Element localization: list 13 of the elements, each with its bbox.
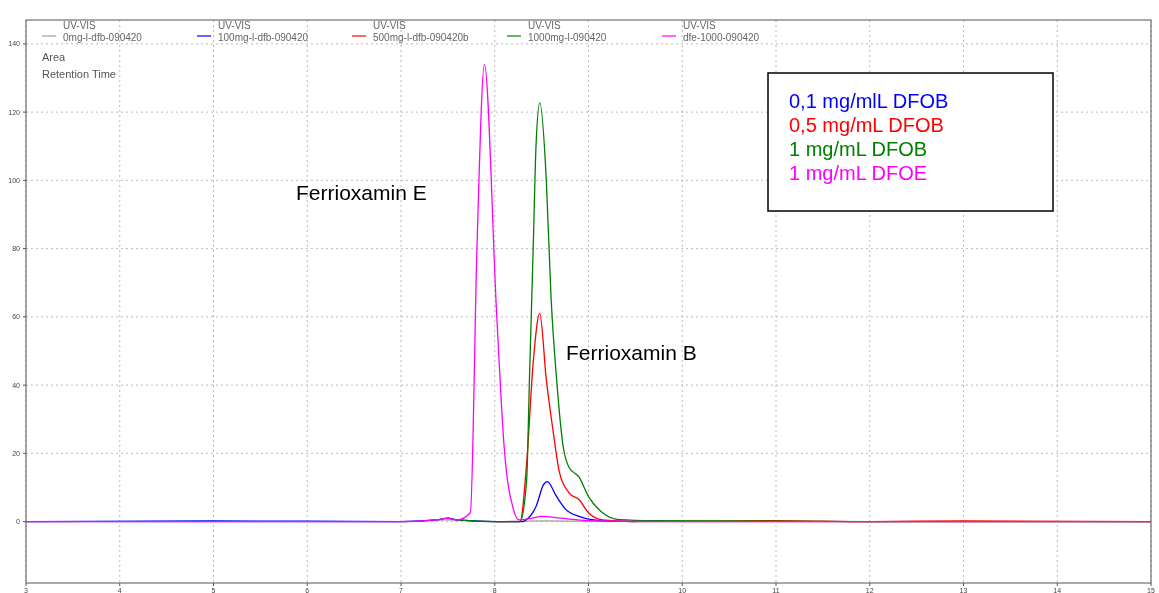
x-axis-title: Retention Time bbox=[42, 68, 116, 80]
legend-label: UV-VIS dfe-1000-090420 bbox=[683, 20, 760, 43]
legend-label: UV-VIS 1000mg-l-090420 bbox=[528, 20, 607, 43]
annotation: Ferrioxamin E bbox=[296, 181, 427, 204]
legend-label: UV-VIS 500mg-l-dfb-090420b bbox=[373, 20, 470, 43]
legend-label: UV-VIS 0mg-l-dfb-090420 bbox=[63, 20, 143, 43]
annotation: 1 mg/mL DFOE bbox=[789, 162, 928, 184]
annotation: Ferrioxamin B bbox=[566, 341, 697, 364]
legend-label: UV-VIS 100mg-l-dfb-090420 bbox=[218, 20, 309, 43]
y-axis-title: Area bbox=[42, 51, 67, 63]
annotation: 0,1 mg/mlL DFOB bbox=[789, 90, 949, 112]
annotation: 1 mg/mL DFOB bbox=[789, 138, 928, 160]
annotation: 0,5 mg/mL DFOB bbox=[789, 114, 944, 136]
